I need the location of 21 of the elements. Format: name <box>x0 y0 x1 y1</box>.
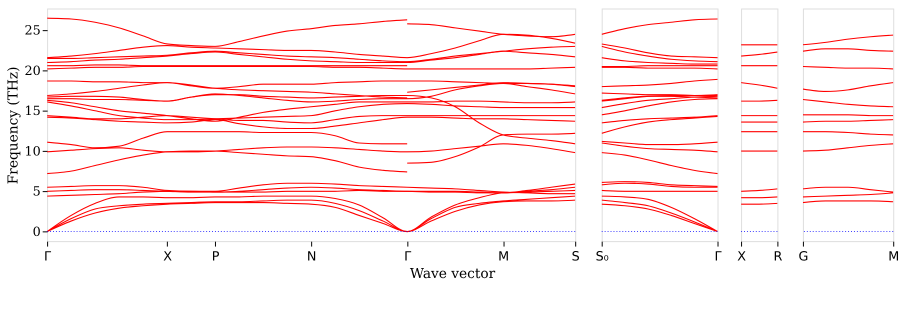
x-tick-label: M <box>498 249 510 264</box>
x-tick-label: Γ <box>404 249 412 264</box>
y-tick-label: 25 <box>24 24 41 39</box>
x-tick-label: X <box>163 249 172 264</box>
x-tick-label: Γ <box>714 249 722 264</box>
x-tick-label: S <box>572 249 580 264</box>
y-tick-label: 10 <box>24 144 41 160</box>
y-axis-title: Frequency (THz) <box>6 66 22 184</box>
x-tick-label: X <box>737 249 746 264</box>
x-tick-label: N <box>306 249 316 264</box>
x-tick-label: Γ <box>44 249 52 264</box>
x-axis-title: Wave vector <box>410 266 496 282</box>
y-tick-label: 5 <box>32 184 41 200</box>
x-tick-label: R <box>773 249 782 264</box>
x-tick-label: M <box>888 249 900 264</box>
y-tick-label: 15 <box>24 104 41 120</box>
x-tick-label: G <box>798 249 808 264</box>
y-tick-label: 0 <box>32 224 41 240</box>
y-tick-label: 20 <box>24 64 41 79</box>
x-tick-label: P <box>212 249 220 264</box>
x-tick-label: S₀ <box>596 249 609 264</box>
